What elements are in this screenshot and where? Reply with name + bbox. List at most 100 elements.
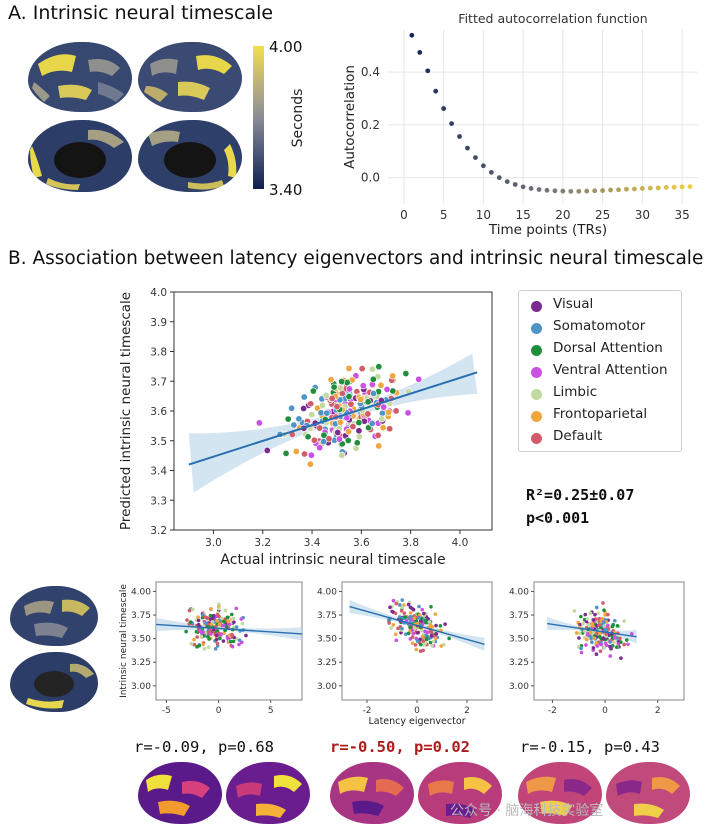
small-point [199, 634, 204, 639]
small-xtick-label: 2 [655, 706, 661, 716]
small-point [606, 612, 610, 617]
main-point [355, 433, 363, 441]
main-ytick-label: 3.9 [150, 317, 167, 329]
small-point [585, 617, 590, 621]
small-point [597, 623, 601, 628]
small-plot-frame [533, 581, 685, 701]
small-point [597, 634, 602, 639]
small-xtick-label: 0 [216, 706, 222, 716]
small-point [605, 623, 610, 628]
small-point [434, 632, 439, 636]
small-point [394, 638, 399, 643]
main-point [344, 436, 352, 444]
main-ytick-label: 3.3 [150, 495, 167, 507]
small-point [400, 626, 404, 631]
small-point [439, 644, 444, 648]
small-point [209, 622, 214, 627]
small-point [213, 647, 218, 651]
small-point [418, 642, 423, 647]
acf-title: Fitted autocorrelation function [458, 11, 647, 26]
main-point [386, 425, 394, 433]
main-point [404, 409, 412, 417]
main-point [368, 365, 376, 373]
small-point [237, 638, 242, 642]
small-point [209, 607, 213, 611]
small-ytick-label: 3.25 [131, 658, 151, 668]
small-point [239, 640, 244, 645]
acf-point [496, 175, 502, 181]
small-point [394, 601, 399, 606]
acf-point [544, 187, 550, 193]
small-point [214, 637, 219, 642]
small-point [230, 612, 234, 617]
acf-point [679, 184, 685, 190]
small-point [614, 645, 619, 650]
main-xtick-label: 3.6 [353, 537, 370, 549]
small-ytick-label: 3.75 [317, 611, 337, 621]
legend-label: Visual [553, 296, 594, 312]
small-point [584, 643, 588, 647]
small-xtick-label: 0 [414, 706, 420, 716]
small-point [224, 625, 229, 629]
small-point [443, 622, 447, 626]
brain-plasma-2a [330, 762, 414, 824]
small-point [581, 622, 585, 626]
small-point [597, 616, 602, 621]
colorbar-max-label: 4.00 [269, 38, 303, 56]
legend-marker [531, 345, 542, 356]
acf-point [488, 169, 494, 175]
main-point [364, 398, 372, 406]
p-value-stat: p<0.001 [526, 509, 590, 527]
small-point [577, 636, 581, 640]
brain-plasma-3b [606, 762, 690, 824]
main-point [345, 428, 353, 436]
main-point [335, 435, 343, 443]
main-point [368, 419, 376, 427]
brain-right-lateral [138, 42, 242, 112]
main-point [379, 424, 387, 432]
acf-xtick-label: 15 [515, 208, 530, 222]
small-point [210, 619, 215, 624]
small-point [244, 633, 248, 638]
small-xtick-label: 0 [602, 706, 608, 716]
acf-point [425, 68, 431, 74]
acf-point [536, 187, 542, 192]
small-ytick-label: 3.00 [131, 682, 151, 692]
small-point [603, 628, 608, 633]
small-point [590, 621, 594, 626]
main-point [374, 431, 382, 439]
small-point [230, 644, 235, 649]
small-plot-frame [155, 581, 303, 701]
small-point [420, 634, 425, 639]
main-point [300, 404, 308, 412]
small-point [604, 643, 609, 648]
acf-point [616, 187, 621, 193]
panel-b-title: B. Association between latency eigenvect… [8, 248, 704, 269]
acf-point [632, 186, 637, 192]
acf-xtick-label: 5 [440, 208, 448, 222]
main-point [308, 411, 316, 419]
acf-xtick-label: 10 [476, 208, 491, 222]
small-xtick-label: 2 [464, 706, 470, 716]
small-point [217, 622, 222, 627]
correlation-stat-3: r=-0.15, p=0.43 [520, 738, 660, 756]
small-point [196, 615, 200, 619]
small-point [390, 609, 394, 614]
small-point [230, 633, 235, 638]
small-point [417, 615, 421, 620]
small-point [612, 636, 617, 640]
main-ytick-label: 3.8 [150, 347, 167, 359]
small-point [410, 606, 414, 611]
small-ytick-label: 3.25 [509, 658, 529, 668]
main-point [323, 409, 331, 417]
small-point [602, 624, 607, 628]
small-ytick-label: 3.50 [317, 635, 337, 645]
small-point [215, 619, 219, 623]
small-point [410, 635, 415, 639]
acf-point [608, 187, 613, 193]
small-point [612, 640, 616, 645]
small-point [215, 641, 220, 646]
main-point [389, 372, 397, 380]
small-point [428, 640, 433, 645]
